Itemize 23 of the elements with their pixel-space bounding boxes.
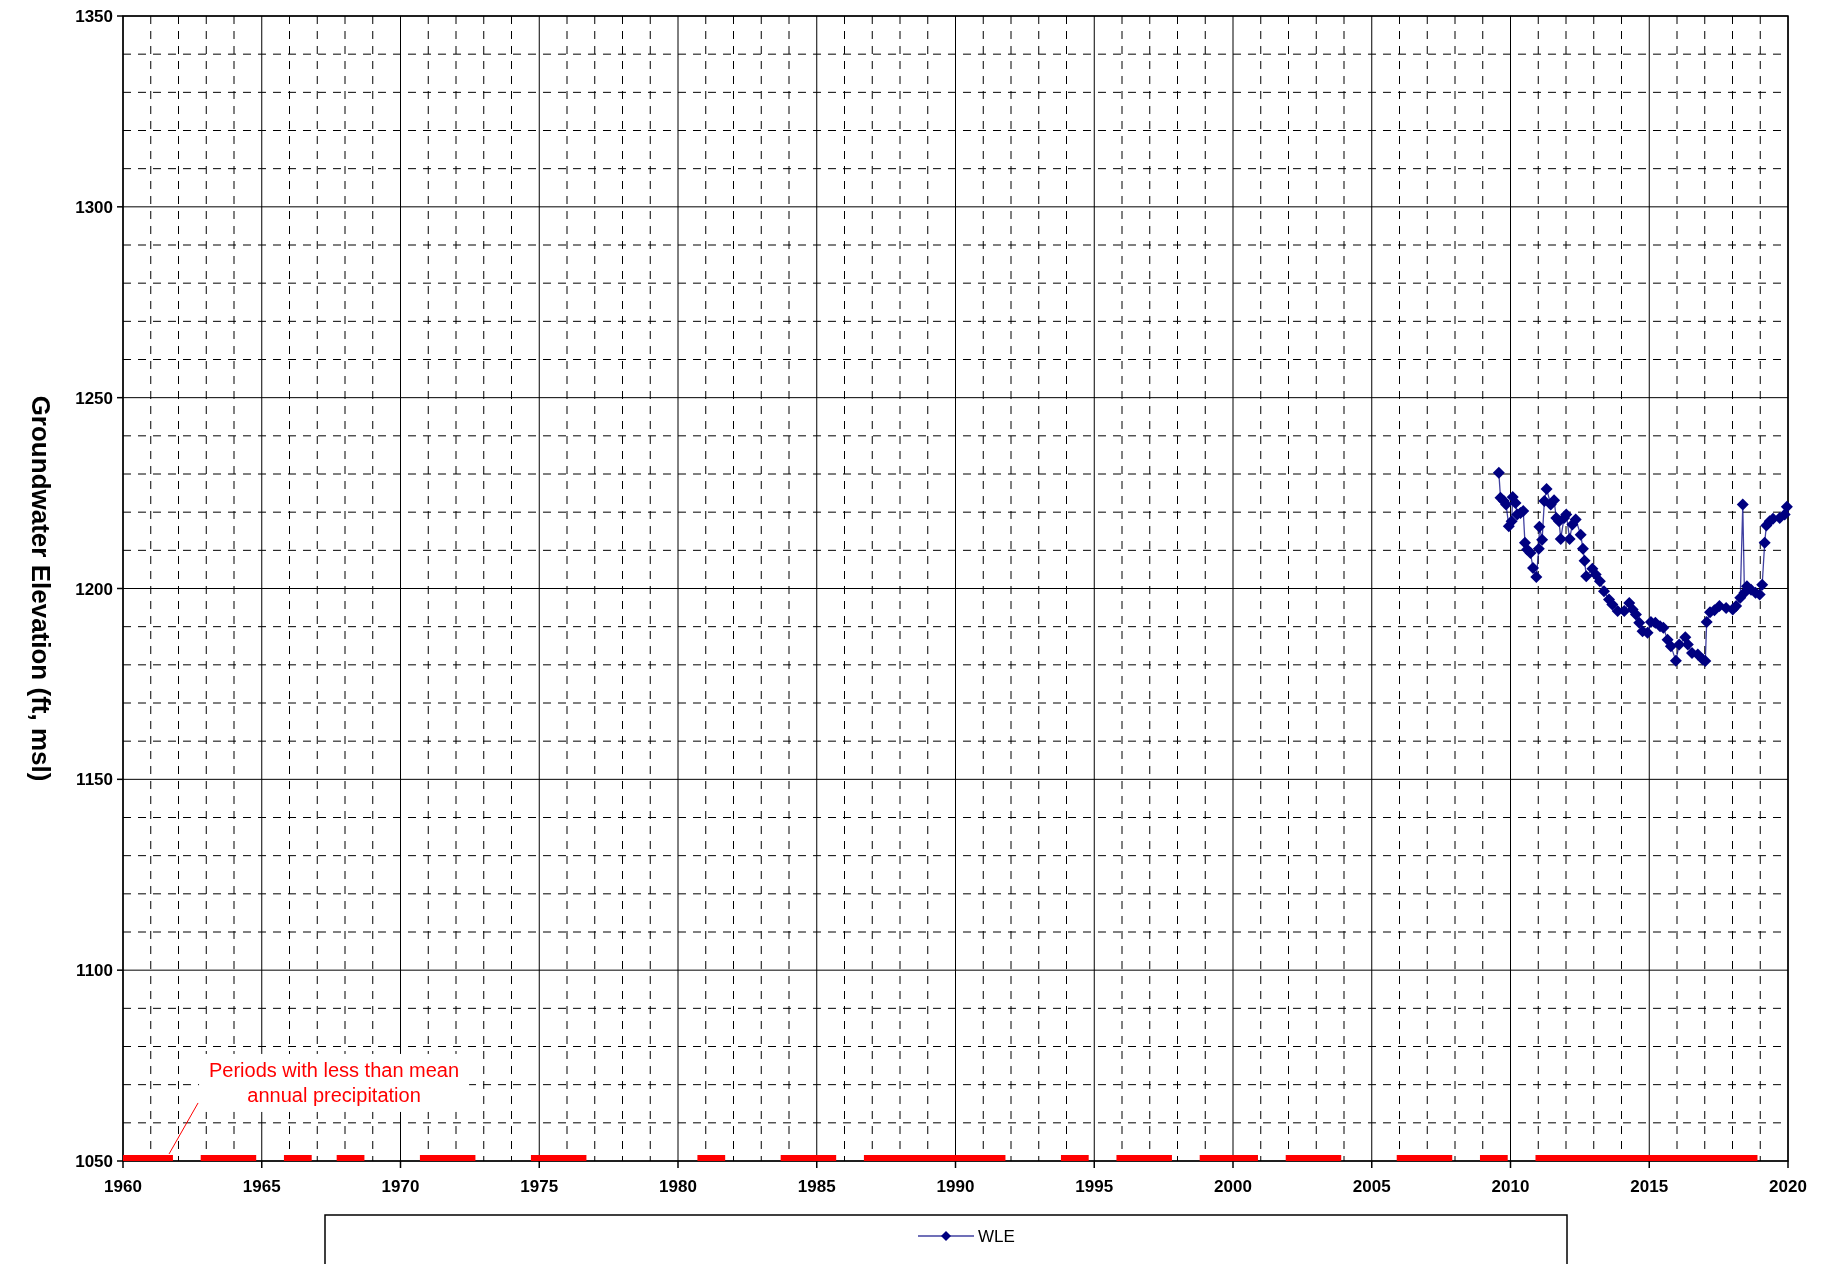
x-tick-label: 2000	[1214, 1177, 1252, 1196]
legend-label: WLE	[978, 1227, 1015, 1246]
x-tick-label: 1960	[104, 1177, 142, 1196]
x-tick-label: 1970	[381, 1177, 420, 1196]
annotation: Periods with less than mean annual precipitation	[208, 1058, 460, 1106]
y-tick-label: 1350	[75, 7, 113, 26]
x-tick-label: 2010	[1491, 1177, 1530, 1196]
y-tick-label: 1100	[76, 961, 113, 981]
x-tick-label: 1975	[520, 1177, 559, 1196]
y-tick-label: 1150	[76, 770, 113, 790]
x-tick-label: 1995	[1075, 1177, 1114, 1196]
x-tick-label: 2005	[1352, 1177, 1391, 1196]
x-tick-label: 2020	[1769, 1177, 1807, 1196]
x-tick-label: 1980	[659, 1177, 697, 1196]
y-tick-label: 1300	[75, 197, 113, 217]
x-tick-label: 2015	[1630, 1177, 1669, 1196]
y-tick-label: 1200	[75, 579, 113, 599]
x-tick-label: 1985	[797, 1177, 836, 1196]
y-axis-title: Groundwater Elevation (ft, msl)	[26, 395, 56, 782]
x-tick-label: 1965	[242, 1177, 281, 1196]
x-tick-label: 1990	[936, 1177, 975, 1196]
y-tick-label: 1250	[75, 388, 113, 408]
y-tick-label: 1050	[75, 1152, 113, 1171]
